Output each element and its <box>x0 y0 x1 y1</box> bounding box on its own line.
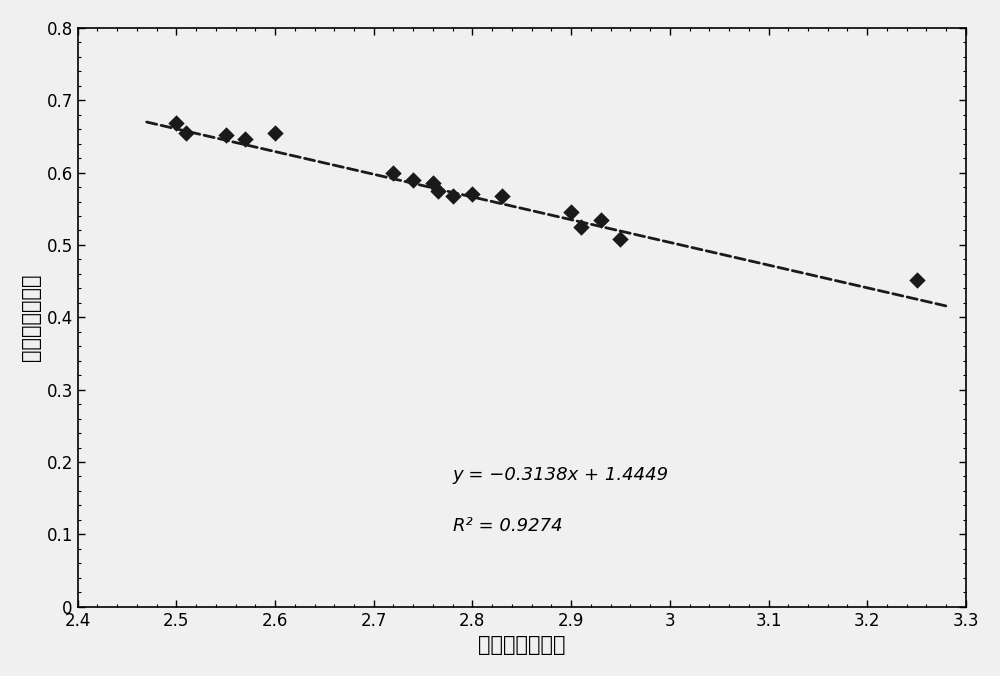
Point <box>445 191 461 201</box>
Point <box>612 234 628 245</box>
Point <box>593 214 609 225</box>
Point <box>573 222 589 233</box>
Y-axis label: 枝晶间距的对数: 枝晶间距的对数 <box>21 274 41 361</box>
Text: y = −0.3138x + 1.4449: y = −0.3138x + 1.4449 <box>453 466 669 484</box>
Point <box>405 174 421 185</box>
X-axis label: 冷却速率的对数: 冷却速率的对数 <box>478 635 566 655</box>
Point <box>425 178 441 189</box>
Point <box>464 189 480 199</box>
Point <box>168 118 184 128</box>
Point <box>385 167 401 178</box>
Point <box>909 275 925 286</box>
Point <box>563 207 579 218</box>
Point <box>237 134 253 145</box>
Text: R² = 0.9274: R² = 0.9274 <box>453 516 562 535</box>
Point <box>178 127 194 138</box>
Point <box>494 191 510 201</box>
Point <box>218 130 234 141</box>
Point <box>267 127 283 138</box>
Point <box>430 185 446 196</box>
